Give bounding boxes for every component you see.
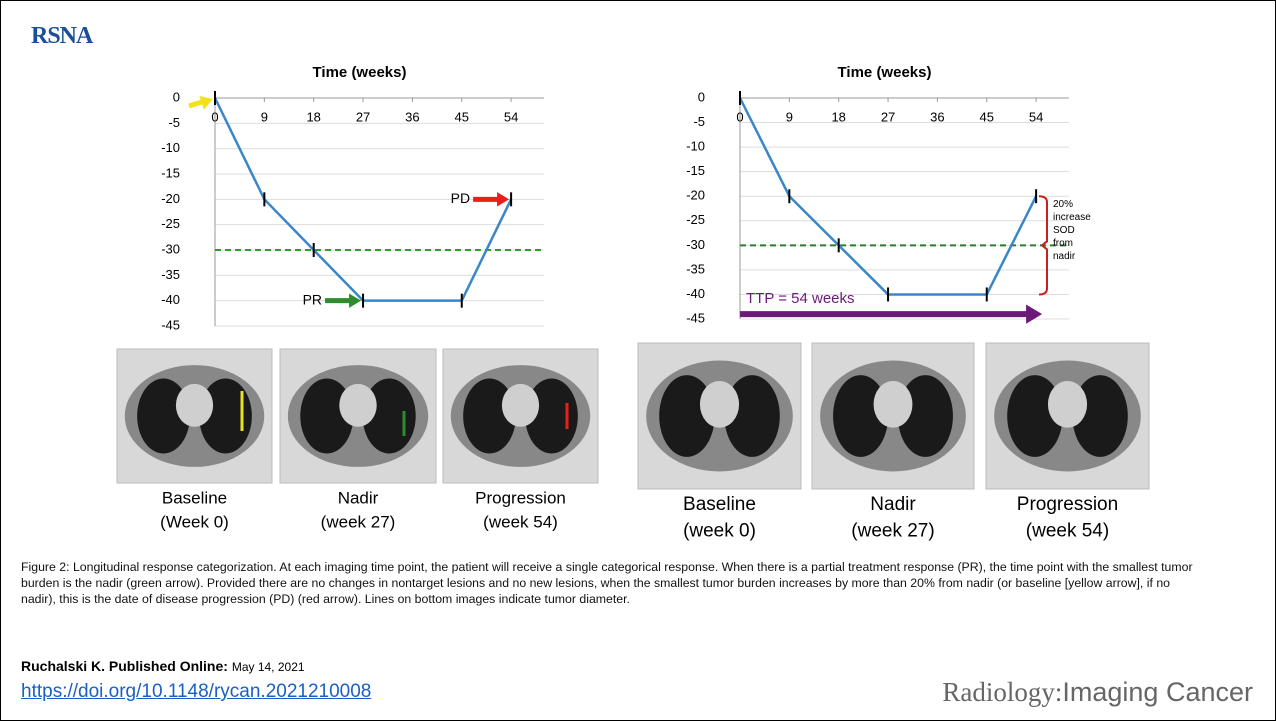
x-tick-label: 9 [786,109,793,124]
y-tick-label: -10 [161,140,180,155]
bracket-label: SOD [1053,225,1075,236]
author: Ruchalski K. Published Online: [21,658,228,674]
y-tick-label: -40 [686,286,705,301]
arrow-head [1026,304,1042,323]
y-tick-label: -15 [161,165,180,180]
journal: Radiology:Imaging Cancer [942,677,1253,708]
x-tick-label: 54 [1029,109,1043,124]
y-tick-label: -35 [161,267,180,282]
image-label: (week 54) [1026,521,1109,542]
x-tick-label: 0 [211,109,218,124]
page: RSNA Time (weeks)0-5-10-15-20-25-30-35-4… [0,0,1276,721]
figure: Time (weeks) 0 -5 -10 -15 -20 -25 -30 -35 -40 -45 0… [1,1,1275,720]
y-tick-label: -40 [161,292,180,307]
y-tick-label: -5 [693,114,705,129]
axis-title: Time (weeks) [838,64,932,81]
x-tick-label: 27 [356,109,370,124]
bracket-label: nadir [1053,251,1076,262]
y-tick-label: -30 [686,237,705,252]
image-label: Baseline [162,488,227,507]
ct-heart [1048,381,1087,428]
y-tick-label: -30 [161,241,180,256]
image-label: Progression [475,488,566,507]
image-label: (week 27) [851,521,934,542]
span-label: TTP = 54 weeks [746,290,855,307]
y-tick-label: 0 [173,89,180,104]
y-tick-label: -25 [161,216,180,231]
axis-title: Time (weeks) [313,64,407,81]
y-tick-label: -20 [686,188,705,203]
image-label: (week 0) [683,521,756,542]
image-label: (week 27) [321,512,396,531]
ct-heart [176,384,213,427]
x-tick-label: 18 [831,109,845,124]
y-tick-label: -10 [686,139,705,154]
bracket-label: increase [1053,212,1091,223]
ct-heart [874,381,913,428]
ct-heart [700,381,739,428]
image-label: (Week 0) [160,512,229,531]
annotation-label: PD [451,190,470,206]
doi-link[interactable]: https://doi.org/10.1148/rycan.2021210008 [21,681,371,703]
annotation-label: PR [303,291,322,307]
image-label: Baseline [683,494,756,515]
y-tick-label: -20 [161,191,180,206]
y-tick-label: -45 [161,317,180,332]
y-tick-label: -5 [168,115,180,130]
bracket-label: from [1053,238,1073,249]
citation: Ruchalski K. Published Online: May 14, 2… [21,658,305,674]
x-tick-label: 0 [736,109,743,124]
bracket-label: 20% [1053,199,1073,210]
image-label: Progression [1017,494,1118,515]
journal-name: Radiology: [942,677,1062,707]
y-tick-label: -15 [686,163,705,178]
y-tick-label: -35 [686,261,705,276]
x-tick-label: 36 [405,109,419,124]
x-tick-label: 45 [980,109,994,124]
image-label: Nadir [870,494,916,515]
x-tick-label: 27 [881,109,895,124]
x-tick-label: 45 [455,109,469,124]
image-label: Nadir [338,488,379,507]
y-tick-label: -45 [686,310,705,325]
x-tick-label: 54 [504,109,518,124]
x-tick-label: 18 [306,109,320,124]
x-tick-label: 9 [261,109,268,124]
ct-heart [339,384,376,427]
image-label: (week 54) [483,512,558,531]
x-tick-label: 36 [930,109,944,124]
caption: Figure 2: Longitudinal response categori… [21,559,1201,607]
y-tick-label: 0 [698,89,705,104]
y-tick-label: -25 [686,212,705,227]
date: May 14, 2021 [232,660,305,674]
journal-subtitle: Imaging Cancer [1062,677,1253,707]
ct-heart [502,384,539,427]
